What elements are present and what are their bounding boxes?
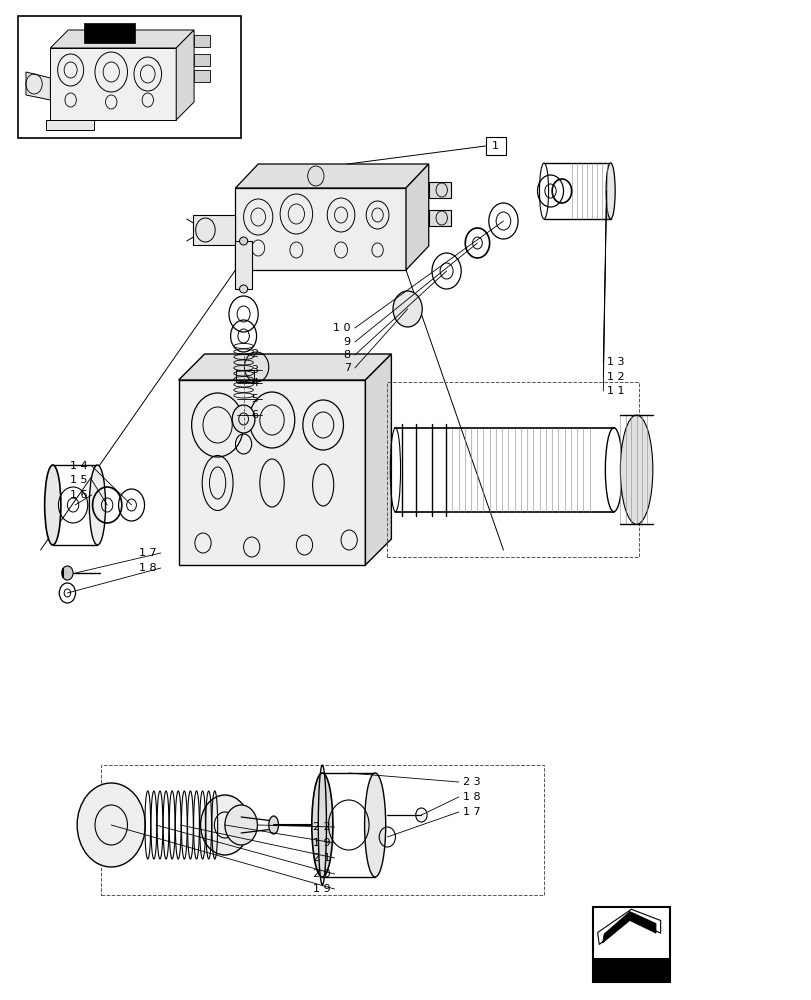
Ellipse shape [620,415,652,524]
Bar [236,370,254,382]
Text: 1 5: 1 5 [70,475,88,485]
Text: 6: 6 [251,410,258,420]
Text: 1 9: 1 9 [312,884,330,894]
Circle shape [232,405,255,433]
Polygon shape [193,215,235,245]
Ellipse shape [605,163,615,219]
Bar [235,188,406,270]
Text: 1 4: 1 4 [70,461,88,471]
Text: 8: 8 [343,350,350,360]
Ellipse shape [364,773,385,877]
Text: 1 9: 1 9 [312,838,330,848]
Text: 9: 9 [343,337,350,347]
Text: 2 3: 2 3 [462,777,480,787]
Text: 2: 2 [251,349,258,359]
Bar [84,23,135,43]
Text: 1: 1 [491,141,498,151]
Text: 2 2: 2 2 [312,822,330,832]
Text: 4: 4 [251,378,258,388]
Polygon shape [235,164,428,188]
Circle shape [62,566,73,580]
Bar [50,48,176,120]
Polygon shape [46,120,94,130]
Ellipse shape [45,465,61,545]
Circle shape [200,795,249,855]
Text: 1 0: 1 0 [333,323,350,333]
Circle shape [393,291,422,327]
Ellipse shape [311,773,333,877]
Bar [485,137,505,155]
Polygon shape [365,354,391,565]
Text: 2 1: 2 1 [312,853,330,863]
Bar [178,380,365,565]
Text: 1 7: 1 7 [462,807,480,817]
Text: 1 2: 1 2 [607,372,624,382]
Text: 1 8: 1 8 [462,792,480,802]
Polygon shape [178,354,391,380]
Text: 1 3: 1 3 [607,357,624,367]
Polygon shape [194,70,210,82]
Polygon shape [194,35,210,47]
Text: 1 7: 1 7 [139,548,157,558]
Ellipse shape [89,465,105,545]
Circle shape [77,783,145,867]
Polygon shape [428,210,451,226]
Ellipse shape [239,237,247,245]
Text: 5: 5 [251,394,258,404]
Bar [592,907,669,982]
Polygon shape [602,912,655,943]
Polygon shape [597,909,660,944]
Polygon shape [428,182,451,198]
Polygon shape [50,30,194,48]
Text: 1 1: 1 1 [607,386,624,396]
Polygon shape [176,30,194,120]
Bar [235,241,251,289]
Bar [101,765,543,895]
Circle shape [225,805,257,845]
Text: 7: 7 [343,363,350,373]
Text: 3: 3 [251,365,258,375]
Ellipse shape [239,285,247,293]
Polygon shape [194,54,210,66]
Bar [18,16,241,138]
Text: 2 0: 2 0 [312,869,330,879]
Bar [387,382,638,557]
Ellipse shape [268,816,278,834]
Bar [592,958,669,982]
Text: 1 8: 1 8 [139,563,157,573]
Text: 1 6: 1 6 [70,490,88,500]
Polygon shape [26,72,50,100]
Polygon shape [406,164,428,270]
